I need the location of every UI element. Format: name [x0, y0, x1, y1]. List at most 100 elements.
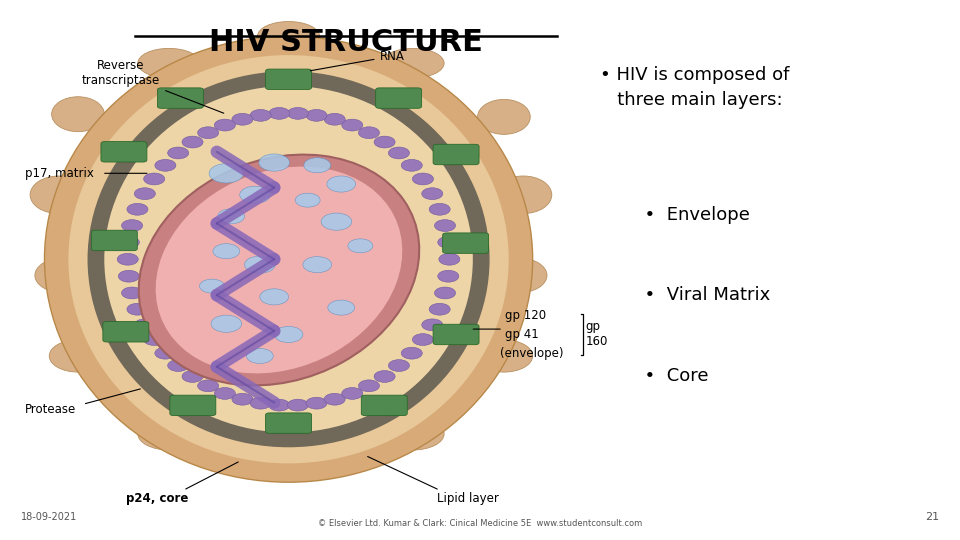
Circle shape [438, 237, 459, 248]
Circle shape [429, 303, 450, 315]
Circle shape [155, 347, 176, 359]
FancyBboxPatch shape [91, 230, 137, 251]
FancyBboxPatch shape [101, 141, 147, 162]
Circle shape [421, 188, 443, 200]
Ellipse shape [478, 99, 530, 134]
Circle shape [421, 319, 443, 330]
Ellipse shape [30, 176, 87, 214]
Text: © Elsevier Ltd. Kumar & Clark: Cinical Medicine 5E  www.studentconsult.com: © Elsevier Ltd. Kumar & Clark: Cinical M… [318, 519, 642, 528]
Circle shape [269, 107, 290, 119]
FancyBboxPatch shape [266, 69, 312, 90]
Text: (envelope): (envelope) [500, 347, 564, 360]
Circle shape [118, 237, 139, 248]
FancyBboxPatch shape [170, 395, 216, 416]
Circle shape [168, 360, 189, 372]
Circle shape [435, 220, 456, 232]
Text: gp 41: gp 41 [505, 328, 539, 341]
Circle shape [413, 334, 434, 346]
Circle shape [438, 271, 459, 282]
Circle shape [214, 388, 235, 400]
Circle shape [429, 204, 450, 215]
Circle shape [439, 253, 460, 265]
Circle shape [118, 271, 139, 282]
Circle shape [260, 289, 289, 305]
Circle shape [251, 110, 271, 122]
Circle shape [144, 334, 165, 346]
Circle shape [269, 399, 290, 411]
Text: Reverse
transcriptase: Reverse transcriptase [82, 59, 224, 113]
Circle shape [259, 154, 290, 171]
FancyBboxPatch shape [433, 324, 479, 345]
Text: p17, matrix: p17, matrix [25, 167, 94, 180]
Text: RNA: RNA [310, 50, 404, 71]
Circle shape [232, 393, 253, 405]
Circle shape [117, 253, 138, 265]
Circle shape [342, 119, 363, 131]
Circle shape [232, 113, 253, 125]
FancyBboxPatch shape [443, 233, 489, 253]
Circle shape [358, 380, 379, 392]
Ellipse shape [138, 418, 200, 450]
Ellipse shape [138, 49, 200, 78]
Circle shape [200, 279, 225, 293]
Circle shape [168, 147, 189, 159]
Circle shape [287, 107, 308, 119]
Circle shape [247, 348, 274, 363]
Text: •  Viral Matrix: • Viral Matrix [634, 286, 771, 304]
Circle shape [214, 119, 235, 131]
FancyBboxPatch shape [103, 322, 149, 342]
Circle shape [127, 303, 148, 315]
Circle shape [304, 158, 330, 173]
Text: gp
160: gp 160 [586, 320, 608, 348]
Ellipse shape [257, 446, 320, 476]
Ellipse shape [475, 340, 533, 372]
Text: • HIV is composed of
   three main layers:: • HIV is composed of three main layers: [600, 66, 789, 109]
Circle shape [374, 136, 396, 148]
FancyBboxPatch shape [361, 395, 407, 416]
Circle shape [198, 127, 219, 139]
Ellipse shape [156, 166, 402, 374]
Ellipse shape [68, 55, 509, 463]
Circle shape [251, 397, 271, 409]
Circle shape [209, 164, 244, 183]
Circle shape [327, 300, 354, 315]
Text: HIV STRUCTURE: HIV STRUCTURE [209, 28, 483, 57]
Ellipse shape [52, 97, 105, 132]
Text: 18-09-2021: 18-09-2021 [20, 512, 77, 523]
Circle shape [401, 159, 422, 171]
Ellipse shape [490, 258, 547, 293]
Ellipse shape [44, 36, 533, 482]
Circle shape [275, 326, 303, 342]
Circle shape [342, 388, 363, 400]
Circle shape [296, 193, 320, 207]
Circle shape [134, 319, 156, 330]
Circle shape [182, 136, 204, 148]
FancyBboxPatch shape [375, 88, 421, 109]
Circle shape [155, 159, 176, 171]
Text: 21: 21 [925, 512, 940, 523]
Circle shape [348, 239, 372, 253]
FancyBboxPatch shape [433, 144, 479, 165]
Circle shape [324, 393, 346, 405]
Ellipse shape [138, 154, 420, 386]
Circle shape [287, 399, 308, 411]
Circle shape [326, 176, 355, 192]
Circle shape [245, 256, 276, 273]
Circle shape [306, 110, 327, 122]
Text: Lipid layer: Lipid layer [437, 492, 499, 505]
Circle shape [198, 380, 219, 392]
Text: p24, core: p24, core [126, 492, 188, 505]
Circle shape [211, 315, 242, 332]
Circle shape [240, 186, 271, 204]
Circle shape [182, 370, 204, 382]
Circle shape [127, 204, 148, 215]
Circle shape [144, 173, 165, 185]
Circle shape [374, 370, 396, 382]
Circle shape [321, 213, 351, 230]
Circle shape [218, 209, 245, 224]
Circle shape [303, 256, 331, 273]
Circle shape [306, 397, 327, 409]
Circle shape [122, 220, 143, 232]
Ellipse shape [494, 176, 552, 214]
Ellipse shape [35, 258, 92, 293]
